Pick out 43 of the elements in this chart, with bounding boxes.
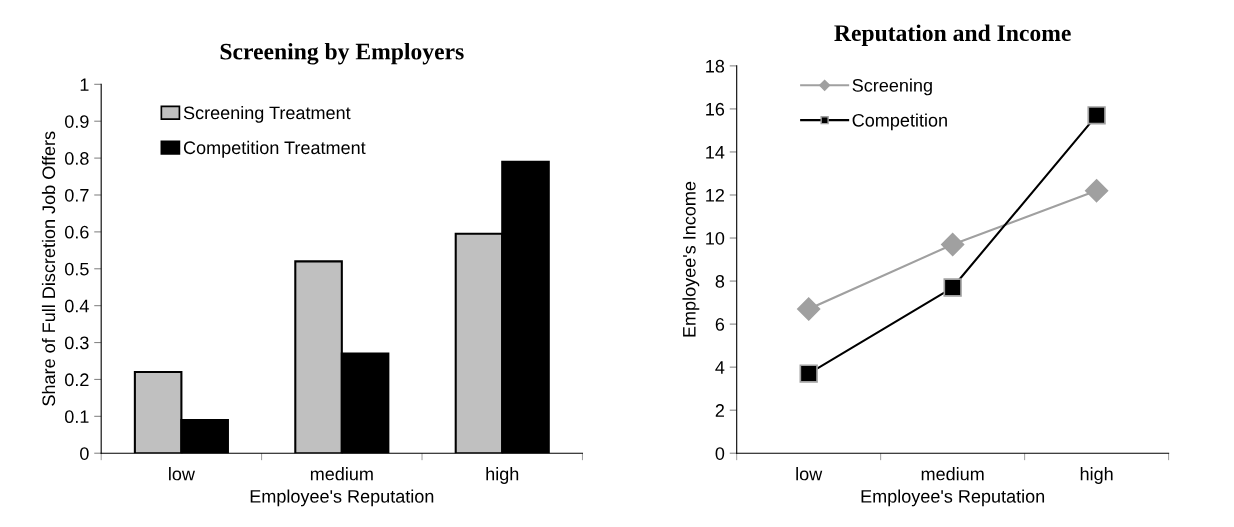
x-tick-label: high [486, 467, 519, 484]
chart-title: Reputation and Income [834, 24, 1071, 46]
y-tick-label: 4 [715, 361, 725, 374]
y-tick-label: 16 [706, 102, 725, 116]
y-tick-label: 10 [706, 231, 725, 245]
point [941, 232, 965, 257]
y-tick-label: 18 [706, 59, 725, 73]
y-tick-label: 12 [706, 188, 724, 202]
y-tick-label: 0.9 [64, 115, 89, 128]
legend-label: Screening [852, 78, 932, 96]
point [943, 278, 962, 297]
y-tick-label: 1 [80, 78, 89, 91]
y-tick-label: 8 [715, 275, 725, 288]
x-tick-label: low [796, 467, 823, 481]
x-tick-label: medium [310, 467, 373, 481]
x-axis-title: Employee's Reputation [861, 489, 1045, 507]
x-tick-label: medium [921, 467, 984, 481]
point [1087, 106, 1106, 125]
y-tick-label: 0 [80, 447, 89, 460]
x-tick-label: low [169, 467, 195, 481]
legend-label: Competition [852, 113, 947, 131]
y-tick-label: 0.2 [64, 373, 89, 387]
y-tick-label: 0.5 [64, 262, 89, 276]
y-axis-title: Employee's Income [682, 181, 700, 337]
legend-label: Screening Treatment [183, 105, 351, 123]
point [799, 364, 818, 383]
y-tick-label: 6 [715, 318, 725, 331]
y-tick-label: 0.8 [64, 152, 89, 165]
y-tick-label: 0.6 [64, 225, 89, 239]
y-tick-label: 0.3 [64, 336, 89, 350]
y-tick-label: 2 [715, 404, 724, 417]
y-tick-label: 14 [706, 146, 725, 159]
x-tick-label: high [1080, 467, 1113, 484]
y-tick-label: 0.4 [64, 299, 89, 313]
legend-label: Competition Treatment [183, 140, 366, 158]
point [797, 297, 821, 321]
y-axis-title: Share of Full Discretion Job Offers [41, 131, 56, 406]
chart-title: Screening by Employers [220, 42, 464, 65]
x-axis-title: Employee's Reputation [250, 489, 434, 507]
point [1084, 179, 1109, 203]
y-tick-label: 0.1 [64, 410, 89, 424]
y-tick-label: 0 [715, 447, 725, 460]
y-tick-label: 0.7 [64, 188, 89, 202]
